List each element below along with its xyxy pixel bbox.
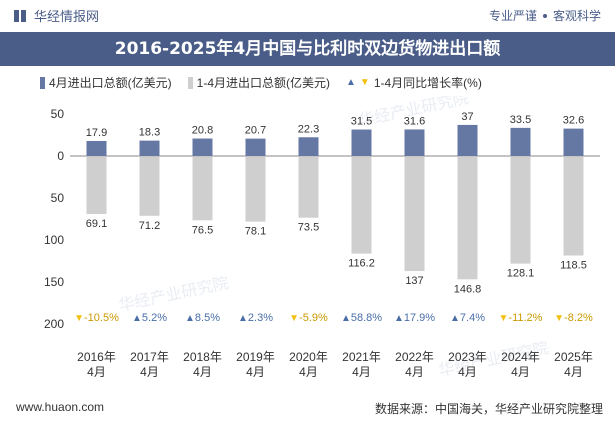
bar-monthly [404,129,425,156]
legend-label-cumulative: 1-4月进出口总额(亿美元) [196,76,331,90]
bar-monthly-label: 32.6 [563,115,584,127]
logo-icon [14,9,28,23]
y-tick-label: 150 [44,275,64,289]
y-tick-label: 200 [44,317,64,331]
y-tick-label: 50 [51,191,65,205]
growth-rate-label: ▼-5.9% [289,312,328,324]
growth-rate-label: ▼-10.5% [74,312,119,324]
bar-monthly-label: 17.9 [86,127,107,139]
bar-monthly-label: 37 [461,111,473,123]
growth-rate-label: ▲58.8% [341,312,382,324]
separator-dot-icon [542,13,547,18]
watermark-text: 华经产业研究院 [117,273,231,315]
chart-plot: 华经产业研究院华经产业研究院华经产业研究院5005010015020017.96… [44,96,600,380]
bar-cumulative [563,157,584,256]
triangle-down-icon: ▼ [359,77,370,88]
top-bar: 华经情报网 专业严谨 客观科学 [0,0,615,30]
bar-cumulative [245,157,266,222]
growth-rate-label: ▲2.3% [238,312,273,324]
bar-cumulative [351,157,372,254]
bar-monthly [457,124,478,156]
x-category-label: 2018年 4月 [183,350,222,379]
bar-cumulative-label: 118.5 [560,260,587,272]
bar-monthly-label: 22.3 [298,123,319,135]
bar-monthly-label: 18.3 [139,127,160,139]
y-tick-label: 50 [51,107,65,121]
bar-monthly [510,127,531,156]
footer-website: www.huaon.com [16,400,105,414]
chart-title: 2016-2025年4月中国与比利时双边货物进出口额 [0,32,615,66]
footer-source: 数据来源：中国海关，华经产业研究院整理 [374,402,603,416]
bar-cumulative [404,157,425,272]
bar-cumulative [139,157,160,216]
bar-cumulative-label: 137 [405,275,423,287]
bar-monthly [139,140,160,156]
tagline: 专业严谨 客观科学 [489,7,601,24]
x-category-label: 2019年 4月 [236,350,275,379]
x-category-label: 2021年 4月 [342,350,381,379]
brand: 华经情报网 [14,6,99,25]
bar-monthly [298,137,319,156]
bar-cumulative [510,157,531,264]
bar-cumulative [86,157,107,215]
legend-item-cumulative: 1-4月进出口总额(亿美元) [187,74,331,91]
growth-rate-label: ▲8.5% [185,312,220,324]
legend-label-monthly: 4月进出口总额(亿美元) [49,76,172,90]
x-category-label: 2017年 4月 [130,350,169,379]
y-tick-label: 0 [57,149,64,163]
bar-cumulative-label: 69.1 [86,218,107,230]
bar-monthly-label: 20.7 [245,125,266,137]
x-category-label: 2025年 4月 [554,350,593,379]
bar-cumulative [457,157,478,280]
tagline-1: 专业严谨 [488,9,537,23]
bar-cumulative [298,157,319,218]
bar-monthly-label: 33.5 [510,114,531,126]
growth-rate-label: ▲17.9% [394,312,435,324]
bar-cumulative [192,157,213,221]
bar-monthly [192,138,213,156]
growth-rate-label: ▼-11.2% [499,312,543,324]
x-category-label: 2020年 4月 [289,350,328,379]
triangle-up-icon: ▲ [346,77,356,88]
legend-item-monthly: 4月进出口总额(亿美元) [40,74,172,91]
legend-label-growth: 1-4月同比增长率(%) [373,76,482,90]
bar-cumulative-label: 116.2 [348,258,375,270]
x-category-label: 2016年 4月 [77,350,116,379]
bar-cumulative-label: 76.5 [192,224,213,236]
bar-cumulative-label: 71.2 [139,220,160,232]
bar-cumulative-label: 146.8 [454,283,482,295]
tagline-2: 客观科学 [552,9,601,23]
bar-cumulative-label: 73.5 [298,222,319,234]
bar-monthly [245,138,266,156]
bar-monthly [86,140,107,156]
bar-monthly [351,129,372,156]
bar-monthly-label: 31.5 [351,116,372,128]
x-category-label: 2023年 4月 [448,350,487,379]
x-category-label: 2022年 4月 [395,350,434,379]
growth-rate-label: ▲7.4% [450,312,485,324]
chart-legend: 4月进出口总额(亿美元) 1-4月进出口总额(亿美元) ▲ ▼ 1-4月同比增长… [40,74,482,91]
brand-name: 华经情报网 [34,9,100,24]
x-category-label: 2024年 4月 [501,350,540,379]
bar-monthly-label: 31.6 [404,115,425,127]
growth-rate-label: ▼-8.2% [554,312,593,324]
bar-monthly [563,128,584,156]
growth-rate-label: ▲5.2% [132,312,167,324]
bar-monthly-label: 20.8 [192,125,213,137]
legend-swatch-cumulative [187,76,193,89]
bar-cumulative-label: 78.1 [245,226,266,238]
bar-cumulative-label: 128.1 [507,268,535,280]
y-tick-label: 100 [44,233,64,247]
legend-swatch-monthly [40,76,45,89]
legend-item-growth: ▲ ▼ 1-4月同比增长率(%) [346,74,482,91]
